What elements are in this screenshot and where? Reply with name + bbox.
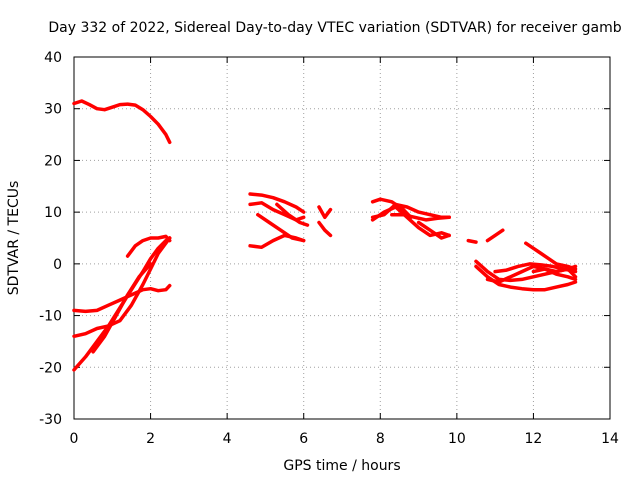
series-group	[72, 99, 578, 372]
y-tick-label: 40	[44, 50, 62, 66]
x-tick-label: 2	[146, 431, 155, 447]
series-line-trace-5	[91, 262, 153, 354]
series-line-trace-3	[72, 236, 172, 339]
y-tick-label: 30	[44, 102, 62, 118]
series-line-trace-14	[370, 197, 413, 220]
grid	[74, 57, 610, 419]
series-line-trace-18	[416, 220, 451, 240]
series-line-trace-11	[275, 202, 310, 227]
axis-ticks: 0 2 4 6 8 10 12 14 -30 -20 -10 0 10 20 30 40	[39, 50, 619, 447]
plot-frame	[73, 56, 611, 420]
chart-title: Day 332 of 2022, Sidereal Day-to-day VTE…	[48, 20, 621, 36]
y-axis-label: SDTVAR / TECUs	[6, 181, 22, 296]
y-tick-label: 20	[44, 153, 62, 169]
series-line-trace-1	[72, 99, 172, 145]
x-tick-label: 0	[70, 431, 79, 447]
series-line-trace-10	[256, 212, 306, 243]
series-line-trace-12	[317, 205, 333, 220]
x-axis-label: GPS time / hours	[283, 458, 400, 474]
x-tick-label: 8	[376, 431, 385, 447]
series-line-trace-7	[248, 192, 306, 214]
y-tick-label: -20	[39, 360, 62, 376]
series-line-trace-25	[524, 241, 578, 271]
x-tick-label: 6	[299, 431, 308, 447]
x-tick-label: 4	[223, 431, 232, 447]
series-line-trace-6	[125, 234, 172, 258]
series-line-trace-20	[485, 228, 505, 243]
x-tick-label: 14	[601, 431, 619, 447]
series-line-trace-16	[370, 205, 451, 238]
series-line-trace-26	[531, 267, 578, 279]
series-line-trace-4	[72, 283, 172, 314]
series-line-trace-23	[485, 264, 578, 284]
series-line-trace-13	[317, 220, 333, 238]
x-tick-label: 12	[525, 431, 543, 447]
series-line-trace-17	[390, 212, 451, 222]
y-tick-label: -10	[39, 309, 62, 325]
series-line-trace-19	[466, 238, 478, 244]
x-tick-label: 10	[448, 431, 466, 447]
y-tick-label: -30	[39, 412, 62, 428]
y-tick-label: 0	[53, 257, 62, 273]
y-tick-label: 10	[44, 205, 62, 221]
